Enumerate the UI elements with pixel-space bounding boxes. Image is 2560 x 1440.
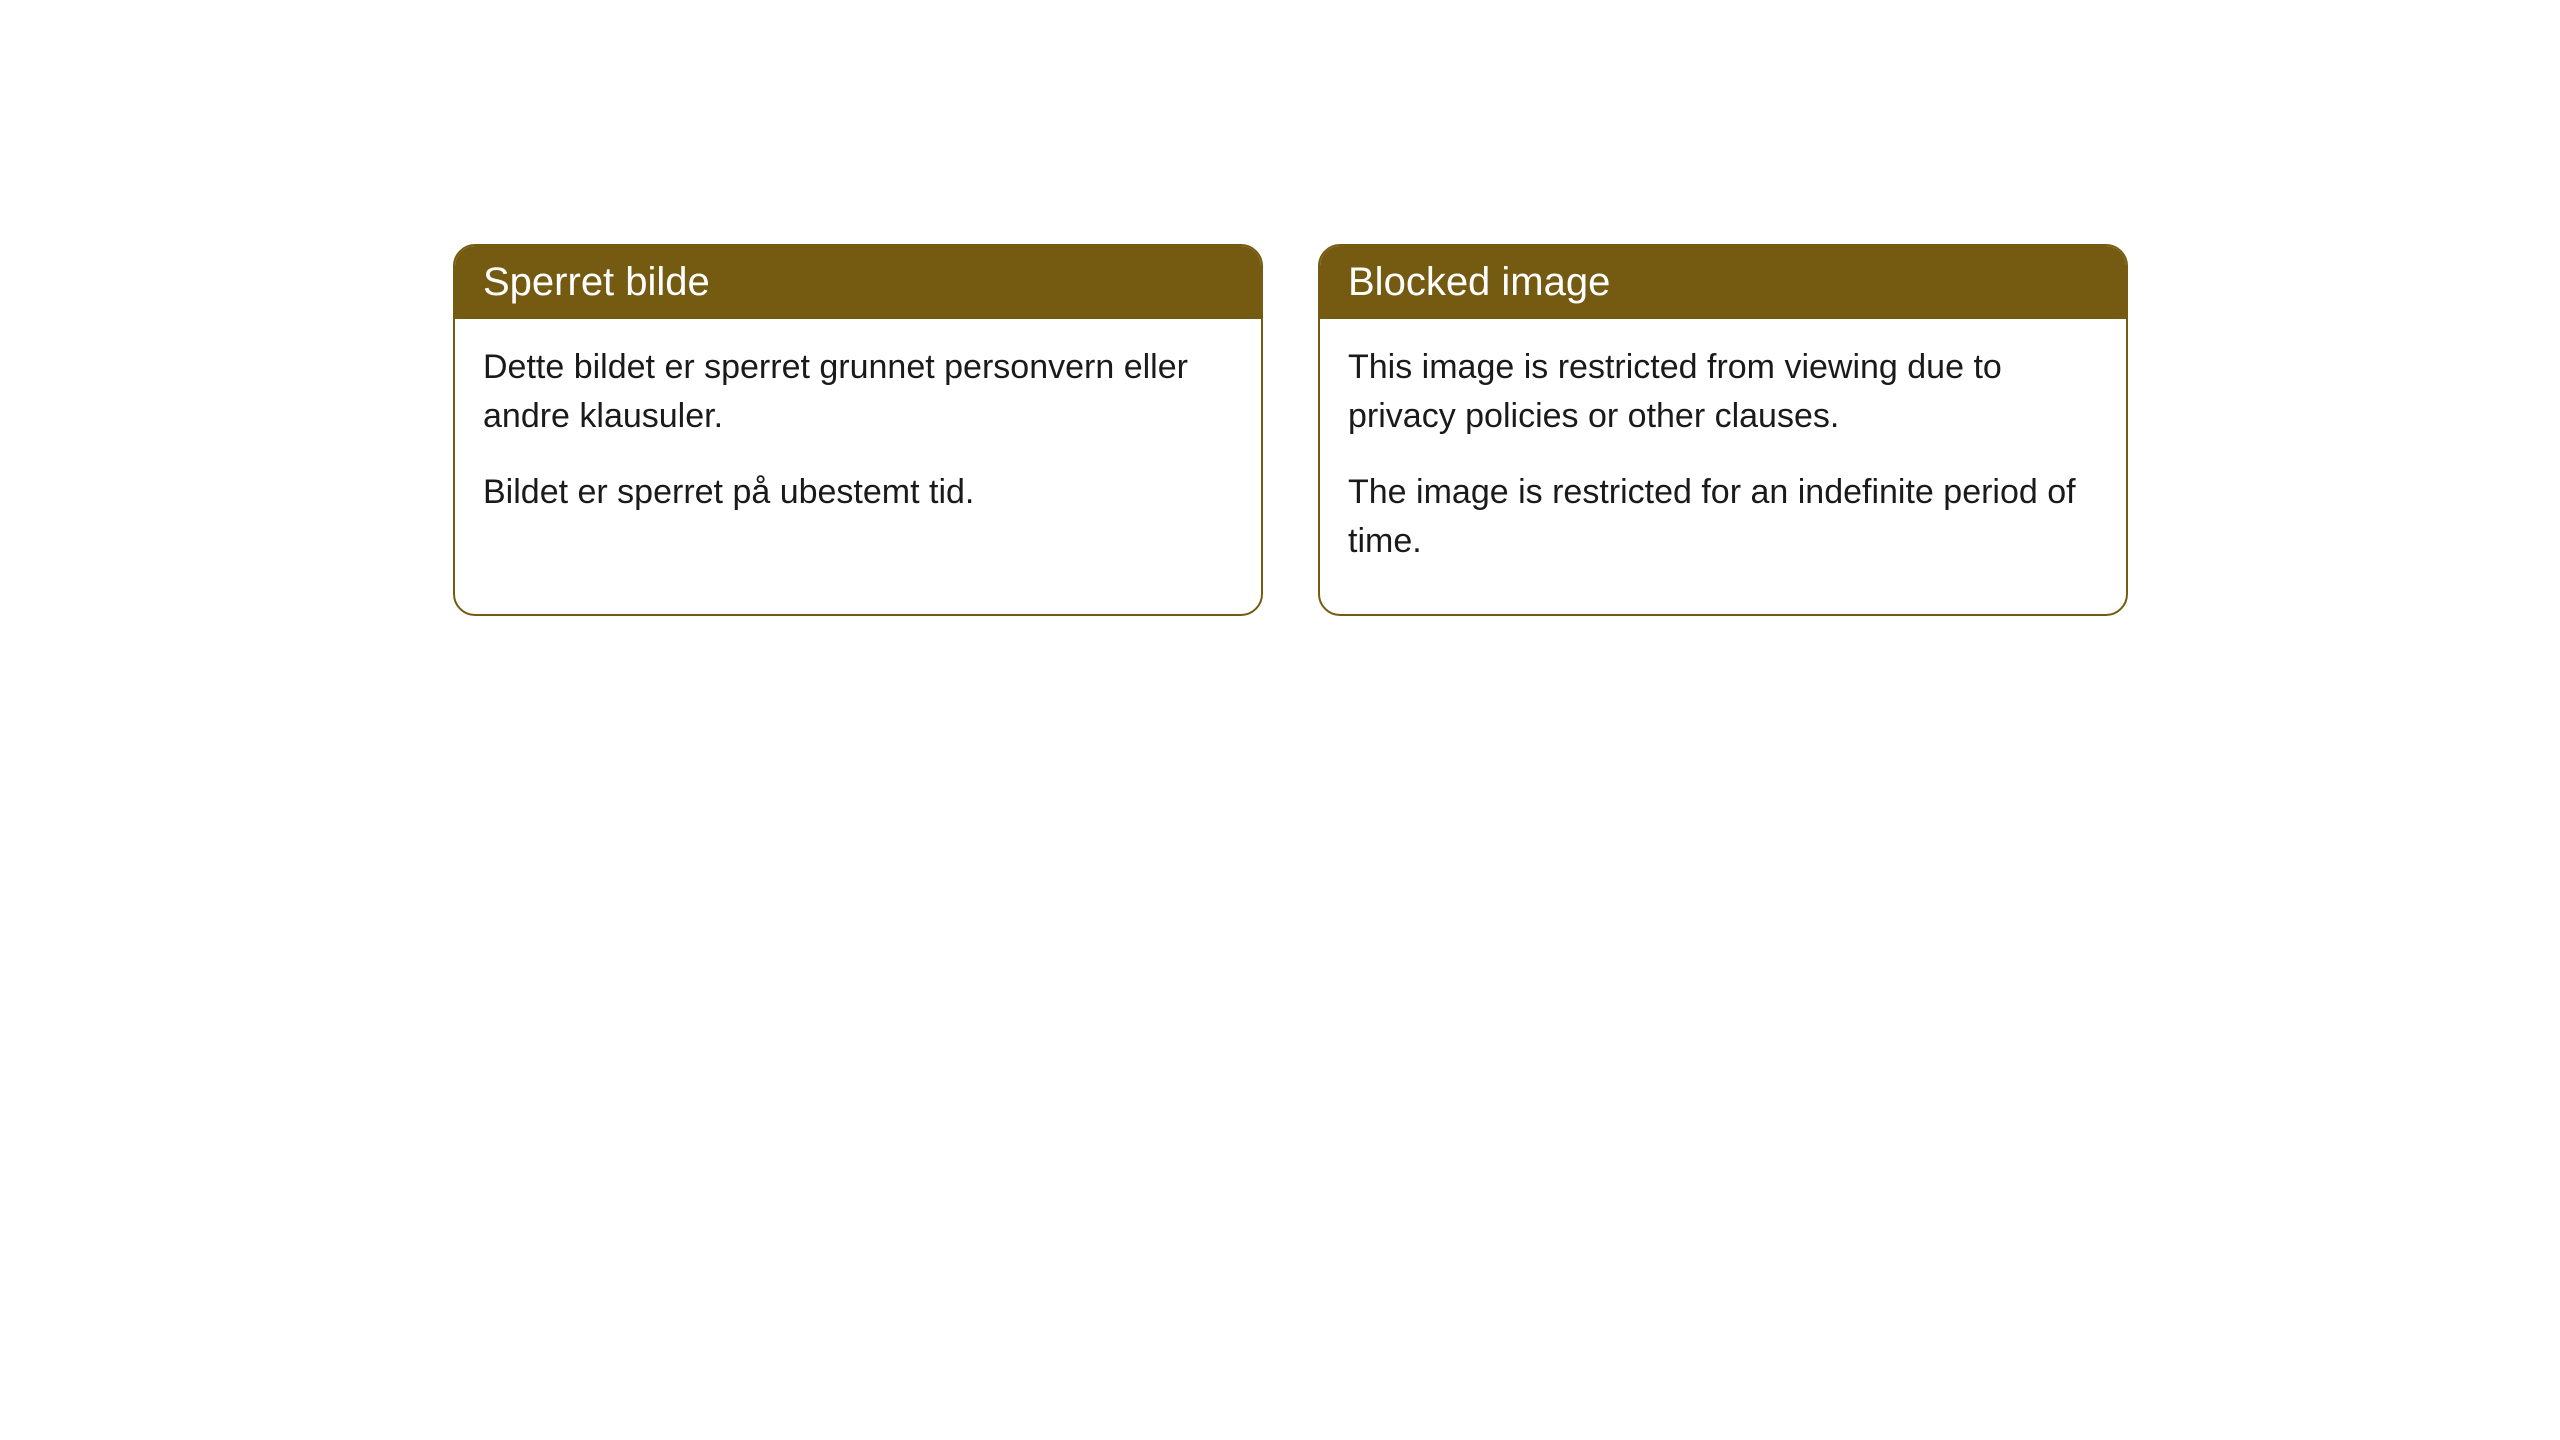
card-header: Sperret bilde: [455, 246, 1261, 319]
blocked-image-card-norwegian: Sperret bilde Dette bildet er sperret gr…: [453, 244, 1263, 616]
card-header: Blocked image: [1320, 246, 2126, 319]
card-title: Sperret bilde: [483, 260, 710, 304]
notice-text-2: The image is restricted for an indefinit…: [1348, 468, 2098, 567]
card-body: Dette bildet er sperret grunnet personve…: [455, 319, 1261, 565]
blocked-image-card-english: Blocked image This image is restricted f…: [1318, 244, 2128, 616]
notice-text-2: Bildet er sperret på ubestemt tid.: [483, 468, 1233, 517]
notice-text-1: This image is restricted from viewing du…: [1348, 343, 2098, 442]
card-body: This image is restricted from viewing du…: [1320, 319, 2126, 614]
card-title: Blocked image: [1348, 260, 1610, 304]
notice-text-1: Dette bildet er sperret grunnet personve…: [483, 343, 1233, 442]
notice-cards-container: Sperret bilde Dette bildet er sperret gr…: [453, 244, 2128, 616]
